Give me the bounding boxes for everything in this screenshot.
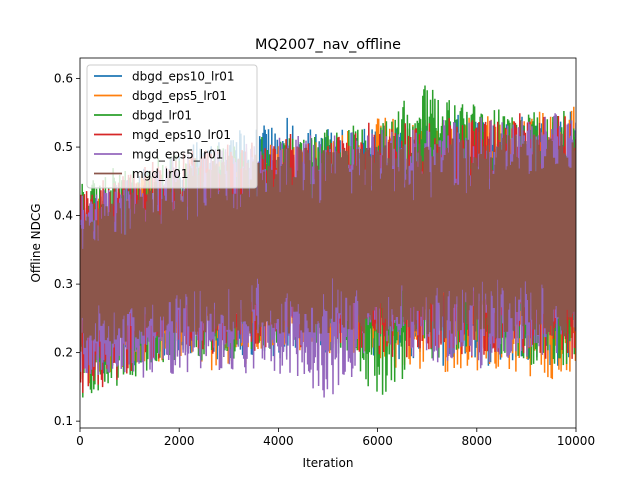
y-axis: 0.1 0.2 0.3 0.4 0.5 0.6 [54, 72, 80, 428]
y-tick-label: 0.5 [54, 140, 73, 154]
plot-frame [79, 57, 577, 429]
series-line-mgd_lr01 [80, 133, 576, 352]
x-tick-label: 6000 [362, 434, 393, 448]
y-tick-label: 0.1 [54, 414, 73, 428]
y-tick-label: 0.6 [54, 72, 73, 86]
legend-label-dbgd_eps10_lr01: dbgd_eps10_lr01 [132, 70, 235, 84]
x-axis: 0 2000 4000 6000 8000 10000 [76, 428, 595, 448]
legend-label-dbgd_lr01: dbgd_lr01 [132, 109, 192, 123]
legend-label-mgd_eps5_lr01: mgd_eps5_lr01 [132, 148, 223, 162]
x-axis-label: Iteration [303, 456, 354, 470]
y-axis-label: Offline NDCG [29, 203, 43, 282]
y-tick-label: 0.3 [54, 277, 73, 291]
legend-label-mgd_eps10_lr01: mgd_eps10_lr01 [132, 128, 231, 142]
chart-title: MQ2007_nav_offline [255, 37, 401, 53]
y-tick-label: 0.2 [54, 346, 73, 360]
legend-label-mgd_lr01: mgd_lr01 [132, 167, 188, 181]
x-tick-label: 10000 [557, 434, 595, 448]
x-tick-label: 2000 [164, 434, 195, 448]
x-tick-label: 4000 [263, 434, 294, 448]
legend-box [86, 64, 258, 189]
x-tick-label: 8000 [462, 434, 493, 448]
legend-label-dbgd_eps5_lr01: dbgd_eps5_lr01 [132, 89, 227, 103]
x-tick-label: 0 [76, 434, 84, 448]
legend: dbgd_eps10_lr01 dbgd_eps5_lr01 dbgd_lr01mg… [86, 64, 258, 189]
y-tick-label: 0.4 [54, 209, 73, 223]
